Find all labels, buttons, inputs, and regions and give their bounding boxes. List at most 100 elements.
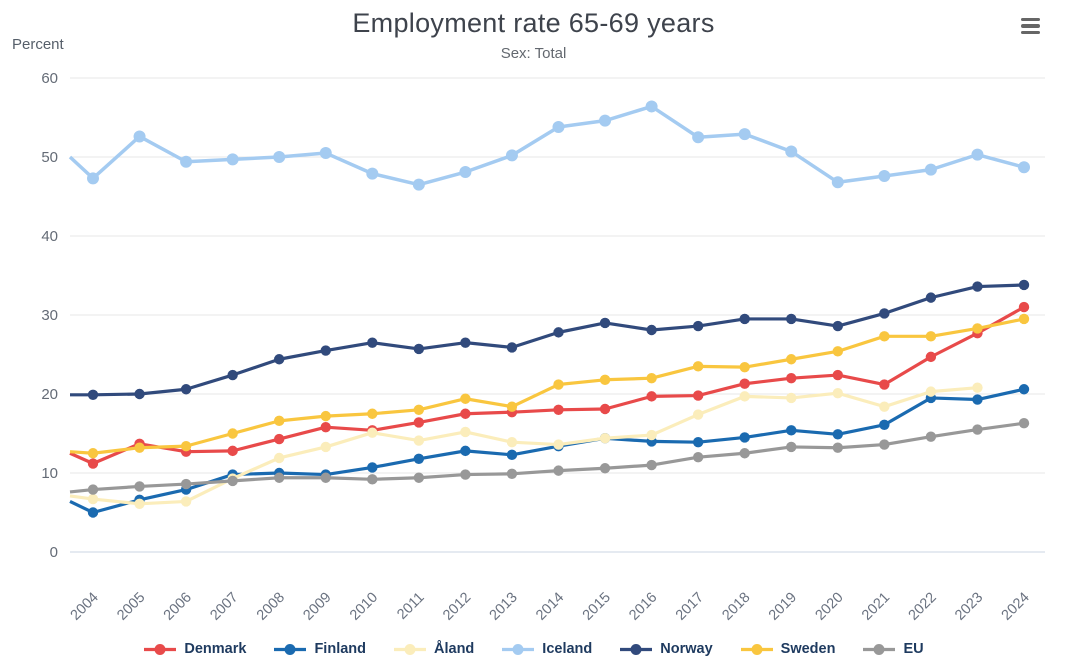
data-point-eu-2007[interactable] bbox=[227, 475, 238, 487]
data-point-iceland-2010[interactable] bbox=[366, 167, 379, 180]
legend-item-denmark[interactable]: Denmark bbox=[143, 641, 246, 657]
data-point-sweden-2010[interactable] bbox=[367, 408, 378, 419]
data-point-norway-2007[interactable] bbox=[227, 369, 238, 381]
data-point-norway-2013[interactable] bbox=[506, 342, 518, 353]
data-point-finland-2013[interactable] bbox=[506, 449, 518, 461]
data-point-iceland-2015[interactable] bbox=[599, 114, 612, 127]
hamburger-menu-icon[interactable] bbox=[1019, 16, 1043, 36]
data-point-sweden-2016[interactable] bbox=[646, 373, 657, 384]
data-point-åland-2012[interactable] bbox=[460, 426, 471, 438]
data-point-iceland-2009[interactable] bbox=[319, 147, 332, 160]
data-point-norway-2020[interactable] bbox=[832, 320, 843, 332]
data-point-sweden-2018[interactable] bbox=[739, 361, 750, 373]
legend-item-åland[interactable]: Åland bbox=[393, 641, 474, 657]
data-point-sweden-2017[interactable] bbox=[692, 361, 704, 372]
data-point-denmark-2024[interactable] bbox=[1018, 301, 1030, 313]
data-point-finland-2012[interactable] bbox=[460, 445, 471, 457]
data-point-eu-2006[interactable] bbox=[180, 478, 192, 490]
data-point-iceland-2019[interactable] bbox=[785, 145, 798, 158]
data-point-iceland-2004[interactable] bbox=[87, 172, 99, 185]
data-point-åland-2022[interactable] bbox=[925, 386, 937, 397]
data-point-eu-2009[interactable] bbox=[320, 472, 331, 483]
data-point-norway-2010[interactable] bbox=[367, 337, 378, 348]
data-point-sweden-2021[interactable] bbox=[879, 331, 890, 342]
data-point-norway-2021[interactable] bbox=[879, 308, 890, 319]
data-point-denmark-2018[interactable] bbox=[739, 378, 750, 389]
legend-item-iceland[interactable]: Iceland bbox=[501, 641, 592, 657]
data-point-eu-2013[interactable] bbox=[506, 468, 518, 479]
data-point-åland-2006[interactable] bbox=[180, 496, 192, 507]
data-point-iceland-2008[interactable] bbox=[273, 151, 286, 163]
data-point-sweden-2024[interactable] bbox=[1018, 313, 1030, 325]
data-point-finland-2021[interactable] bbox=[879, 419, 890, 431]
data-point-åland-2017[interactable] bbox=[692, 409, 704, 420]
data-point-norway-2018[interactable] bbox=[739, 313, 750, 325]
data-point-åland-2005[interactable] bbox=[134, 498, 145, 510]
data-point-iceland-2024[interactable] bbox=[1018, 161, 1030, 174]
data-point-finland-2017[interactable] bbox=[692, 436, 704, 448]
data-point-finland-2018[interactable] bbox=[739, 432, 750, 443]
data-point-norway-2023[interactable] bbox=[972, 281, 983, 292]
data-point-norway-2005[interactable] bbox=[134, 388, 145, 400]
data-point-åland-2016[interactable] bbox=[646, 429, 657, 441]
data-point-norway-2004[interactable] bbox=[87, 389, 99, 400]
data-point-norway-2012[interactable] bbox=[460, 337, 471, 348]
data-point-eu-2015[interactable] bbox=[599, 463, 611, 474]
data-point-finland-2004[interactable] bbox=[87, 507, 99, 518]
data-point-eu-2010[interactable] bbox=[367, 474, 378, 485]
data-point-denmark-2004[interactable] bbox=[87, 458, 99, 469]
data-point-denmark-2012[interactable] bbox=[460, 408, 471, 419]
data-point-åland-2018[interactable] bbox=[739, 391, 750, 402]
data-point-denmark-2007[interactable] bbox=[227, 445, 238, 457]
data-point-denmark-2011[interactable] bbox=[413, 417, 425, 428]
data-point-eu-2012[interactable] bbox=[460, 469, 471, 480]
data-point-norway-2019[interactable] bbox=[786, 313, 797, 325]
data-point-sweden-2015[interactable] bbox=[599, 374, 611, 385]
data-point-åland-2014[interactable] bbox=[553, 439, 564, 450]
data-point-åland-2009[interactable] bbox=[320, 441, 331, 453]
data-point-åland-2023[interactable] bbox=[972, 382, 983, 393]
data-point-eu-2016[interactable] bbox=[646, 459, 657, 471]
data-point-åland-2013[interactable] bbox=[506, 436, 518, 448]
data-point-iceland-2017[interactable] bbox=[692, 131, 705, 144]
data-point-eu-2014[interactable] bbox=[553, 465, 564, 476]
data-point-eu-2022[interactable] bbox=[925, 431, 937, 442]
data-point-eu-2020[interactable] bbox=[832, 442, 843, 453]
data-point-denmark-2014[interactable] bbox=[553, 404, 564, 415]
data-point-åland-2020[interactable] bbox=[832, 388, 843, 399]
data-point-eu-2017[interactable] bbox=[692, 452, 704, 463]
data-point-eu-2005[interactable] bbox=[134, 481, 145, 492]
data-point-norway-2011[interactable] bbox=[413, 343, 425, 355]
data-point-iceland-2005[interactable] bbox=[133, 130, 146, 143]
data-point-eu-2023[interactable] bbox=[972, 424, 983, 435]
data-point-norway-2006[interactable] bbox=[180, 384, 192, 395]
data-point-iceland-2023[interactable] bbox=[971, 148, 984, 161]
data-point-eu-2021[interactable] bbox=[879, 439, 890, 450]
data-point-sweden-2005[interactable] bbox=[134, 442, 145, 453]
data-point-iceland-2016[interactable] bbox=[645, 100, 658, 113]
data-point-sweden-2019[interactable] bbox=[786, 354, 797, 365]
data-point-åland-2008[interactable] bbox=[274, 452, 285, 464]
data-point-denmark-2008[interactable] bbox=[274, 433, 285, 445]
data-point-finland-2019[interactable] bbox=[786, 425, 797, 436]
data-point-sweden-2020[interactable] bbox=[832, 346, 843, 357]
data-point-denmark-2019[interactable] bbox=[786, 373, 797, 384]
data-point-norway-2016[interactable] bbox=[646, 324, 657, 336]
data-point-åland-2019[interactable] bbox=[786, 392, 797, 404]
data-point-iceland-2006[interactable] bbox=[180, 155, 193, 168]
data-point-finland-2023[interactable] bbox=[972, 394, 983, 405]
data-point-denmark-2022[interactable] bbox=[925, 351, 937, 363]
legend-item-norway[interactable]: Norway bbox=[619, 641, 713, 657]
data-point-iceland-2014[interactable] bbox=[552, 120, 565, 133]
data-point-eu-2004[interactable] bbox=[87, 484, 99, 495]
data-point-sweden-2022[interactable] bbox=[925, 331, 937, 342]
data-point-sweden-2004[interactable] bbox=[87, 448, 99, 459]
data-point-sweden-2006[interactable] bbox=[180, 440, 192, 452]
data-point-finland-2011[interactable] bbox=[413, 453, 425, 464]
data-point-denmark-2017[interactable] bbox=[692, 390, 704, 401]
data-point-norway-2009[interactable] bbox=[320, 345, 331, 356]
data-point-iceland-2021[interactable] bbox=[878, 169, 891, 182]
data-point-norway-2014[interactable] bbox=[553, 327, 564, 338]
data-point-iceland-2022[interactable] bbox=[924, 163, 937, 176]
legend-item-eu[interactable]: EU bbox=[862, 641, 924, 657]
